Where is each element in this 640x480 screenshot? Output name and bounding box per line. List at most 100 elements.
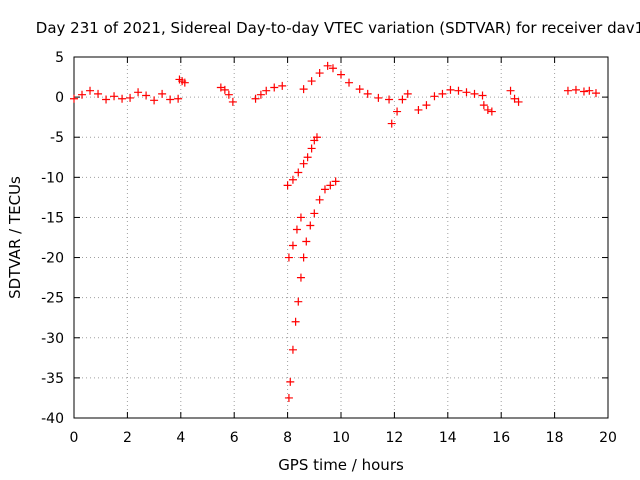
data-point bbox=[86, 86, 95, 95]
data-point bbox=[438, 89, 447, 98]
data-point bbox=[216, 83, 225, 92]
y-tick-label: -10 bbox=[41, 170, 64, 186]
data-point bbox=[278, 81, 287, 90]
y-tick-label: -20 bbox=[41, 251, 64, 267]
series-segment-main-arc bbox=[299, 61, 394, 104]
y-tick-label: 5 bbox=[55, 50, 64, 66]
data-point bbox=[323, 61, 332, 70]
data-points bbox=[70, 61, 600, 402]
data-point bbox=[414, 105, 423, 114]
data-point bbox=[483, 105, 492, 114]
data-point bbox=[110, 92, 119, 101]
data-point bbox=[328, 64, 337, 73]
data-point bbox=[286, 377, 295, 386]
data-point bbox=[387, 119, 396, 128]
data-point bbox=[326, 181, 335, 190]
data-point bbox=[315, 195, 324, 204]
y-axis-label: SDTVAR / TECUs bbox=[6, 176, 24, 299]
data-point bbox=[479, 101, 488, 110]
data-point bbox=[284, 253, 293, 262]
data-point bbox=[158, 89, 167, 98]
series-segment-band-16.5h bbox=[506, 86, 523, 106]
series-segment-dip-15.5h bbox=[479, 101, 496, 116]
data-point bbox=[174, 94, 183, 103]
chart-title: Day 231 of 2021, Sidereal Day-to-day VTE… bbox=[36, 19, 640, 37]
data-point bbox=[470, 89, 479, 98]
x-tick-label: 16 bbox=[492, 430, 510, 446]
data-point bbox=[478, 91, 487, 100]
data-point bbox=[94, 89, 103, 98]
data-point bbox=[299, 85, 308, 94]
data-point bbox=[510, 94, 519, 103]
x-tick-label: 8 bbox=[283, 430, 292, 446]
data-point bbox=[312, 133, 321, 142]
data-point bbox=[283, 181, 292, 190]
data-point bbox=[579, 87, 588, 96]
data-point bbox=[393, 107, 402, 116]
series-segment-early-band bbox=[70, 86, 183, 105]
series-segment-band-13-15h bbox=[414, 85, 487, 114]
grid-lines bbox=[74, 57, 608, 418]
data-point bbox=[403, 89, 412, 98]
x-tick-label: 10 bbox=[332, 430, 350, 446]
data-point bbox=[150, 96, 159, 105]
y-tick-label: -40 bbox=[41, 411, 64, 427]
data-point bbox=[180, 78, 189, 87]
data-point bbox=[224, 90, 233, 99]
data-point bbox=[307, 144, 316, 153]
y-tick-label: -30 bbox=[41, 331, 64, 347]
data-point bbox=[320, 185, 329, 194]
data-point bbox=[302, 237, 311, 246]
data-point bbox=[337, 70, 345, 79]
data-point bbox=[454, 86, 463, 95]
x-ticks: 0 2 4 6 8 10 12 14 16 18 20 bbox=[70, 57, 617, 446]
data-point bbox=[284, 393, 293, 402]
data-point bbox=[296, 273, 305, 282]
data-point bbox=[299, 159, 308, 168]
data-point bbox=[299, 253, 308, 262]
data-point bbox=[315, 69, 324, 78]
data-point bbox=[294, 297, 303, 306]
y-tick-label: 0 bbox=[55, 90, 64, 106]
data-point bbox=[166, 95, 175, 104]
series-segment-lower-left-start bbox=[284, 213, 305, 262]
data-point bbox=[422, 101, 431, 110]
x-tick-label: 12 bbox=[385, 430, 403, 446]
data-point bbox=[385, 95, 394, 104]
data-point bbox=[345, 78, 354, 87]
series-segment-band-5-6h bbox=[216, 83, 237, 106]
data-point bbox=[430, 92, 439, 101]
x-tick-label: 18 bbox=[546, 430, 564, 446]
data-point bbox=[288, 241, 297, 250]
data-point bbox=[102, 95, 111, 104]
series-segment-spot-4h bbox=[175, 75, 189, 87]
data-point bbox=[306, 221, 315, 230]
data-point bbox=[126, 93, 135, 102]
data-point bbox=[398, 95, 407, 104]
series-segment-upper-branch bbox=[283, 133, 321, 190]
data-point bbox=[446, 85, 455, 94]
data-point bbox=[251, 94, 260, 103]
data-point bbox=[331, 177, 340, 186]
data-point bbox=[506, 86, 515, 95]
data-point bbox=[487, 107, 496, 116]
data-point bbox=[288, 175, 297, 184]
data-point bbox=[296, 213, 305, 222]
series-segment-drop-12h bbox=[387, 89, 412, 128]
data-point bbox=[303, 153, 312, 162]
y-tick-label: -25 bbox=[41, 291, 64, 307]
data-point bbox=[118, 94, 127, 103]
series-segment-band-7h bbox=[251, 81, 287, 103]
x-axis-label: GPS time / hours bbox=[278, 456, 404, 474]
data-point bbox=[310, 209, 319, 218]
series-segment-band-19h bbox=[563, 85, 600, 98]
series-segment-steep-branch bbox=[284, 177, 340, 402]
data-point bbox=[70, 94, 78, 103]
data-point bbox=[288, 345, 297, 354]
data-point bbox=[292, 225, 301, 234]
x-tick-label: 0 bbox=[70, 430, 79, 446]
data-point bbox=[307, 77, 316, 86]
data-point bbox=[256, 90, 265, 99]
x-tick-label: 4 bbox=[176, 430, 185, 446]
data-point bbox=[514, 97, 523, 106]
